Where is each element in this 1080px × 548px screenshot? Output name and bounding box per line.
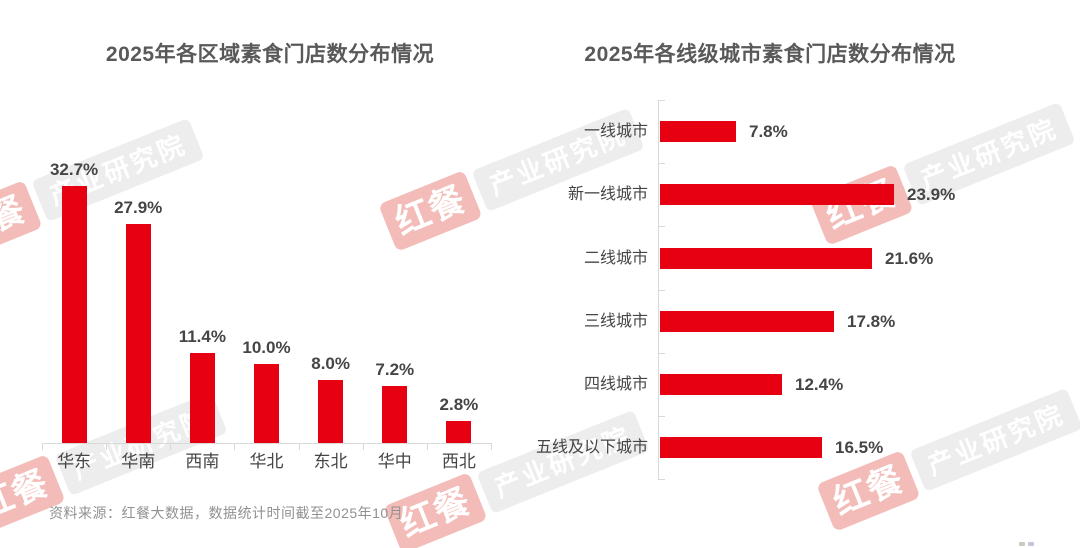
y-axis-tick	[658, 226, 665, 227]
y-axis-tick	[658, 416, 665, 417]
category-label: 华南	[121, 452, 156, 471]
x-axis	[42, 443, 491, 444]
y-axis-tick	[658, 353, 665, 354]
x-axis-tick	[42, 443, 43, 450]
y-axis-tick	[658, 100, 665, 101]
category-label: 四线城市	[583, 376, 648, 393]
x-axis-tick	[170, 443, 172, 450]
category-label: 华东	[57, 452, 92, 471]
value-label: 8.0%	[311, 354, 350, 373]
y-axis-tick	[658, 479, 665, 480]
category-label: 二线城市	[583, 250, 648, 267]
source-note: 资料来源：红餐大数据，数据统计时间截至2025年10月	[49, 505, 404, 521]
value-label: 27.9%	[114, 198, 163, 217]
y-axis-tick	[658, 290, 665, 291]
bar-华东	[61, 186, 87, 443]
x-axis-tick	[106, 443, 108, 450]
value-label: 32.7%	[49, 160, 99, 179]
page-artifact	[1019, 542, 1025, 546]
bar-华北	[253, 364, 279, 443]
category-label: 华北	[249, 452, 284, 471]
category-label: 五线及以下城市	[535, 439, 648, 456]
y-axis-tick	[658, 163, 665, 164]
value-label: 10.0%	[242, 338, 291, 357]
category-label: 华中	[377, 452, 412, 471]
bar-一线城市	[660, 121, 736, 142]
x-axis-tick	[234, 443, 236, 450]
value-label: 21.6%	[885, 249, 934, 268]
bar-新一线城市	[660, 184, 894, 205]
bar-三线城市	[660, 311, 834, 332]
city-tier-chart-title: 2025年各线级城市素食门店数分布情况	[584, 43, 956, 66]
category-label: 西南	[185, 452, 220, 471]
bar-西南	[189, 353, 215, 443]
category-label: 一线城市	[583, 123, 648, 140]
category-label: 东北	[313, 452, 348, 471]
x-axis-tick	[298, 443, 300, 450]
category-label: 新一线城市	[567, 186, 648, 203]
bar-五线及以下城市	[660, 437, 822, 458]
value-label: 7.2%	[375, 360, 415, 379]
bar-西北	[446, 421, 472, 443]
page-artifact	[1028, 542, 1034, 546]
value-label: 23.9%	[907, 185, 956, 204]
bar-东北	[318, 380, 344, 443]
value-label: 16.5%	[835, 438, 884, 457]
x-axis-tick	[362, 443, 364, 450]
category-label: 三线城市	[583, 313, 648, 330]
region-chart-title: 2025年各区域素食门店数分布情况	[105, 43, 435, 66]
value-label: 7.8%	[749, 122, 788, 141]
x-axis-tick	[426, 443, 428, 450]
bar-二线城市	[660, 248, 872, 269]
bar-四线城市	[660, 374, 782, 395]
value-label: 12.4%	[795, 375, 844, 394]
value-label: 17.8%	[847, 312, 896, 331]
bar-华中	[382, 386, 408, 443]
y-axis	[658, 100, 659, 480]
value-label: 11.4%	[178, 327, 226, 346]
bar-华南	[125, 224, 151, 443]
value-label: 2.8%	[439, 395, 479, 414]
category-label: 西北	[441, 452, 476, 471]
